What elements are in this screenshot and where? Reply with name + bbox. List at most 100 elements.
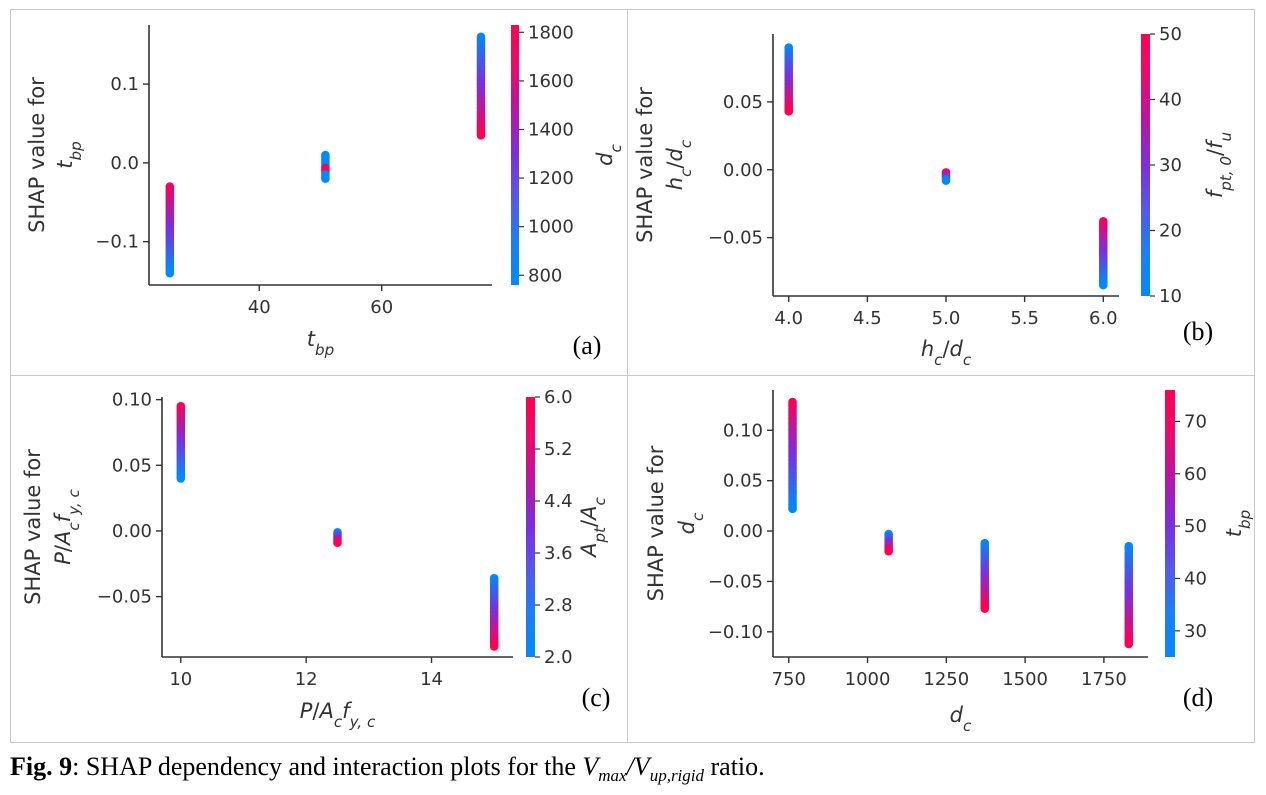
- panel-letter: (c): [582, 683, 611, 712]
- colorbar-label: Apt/Ac: [577, 496, 609, 558]
- y-tick-label: 0.1: [110, 74, 139, 95]
- colorbar-tick-label: 1000: [528, 217, 574, 238]
- point-cluster: [1124, 541, 1134, 649]
- colorbar-tick-label: 20: [1159, 221, 1182, 242]
- colorbar-tick-label: 70: [1184, 411, 1207, 432]
- x-tick-label: 40: [248, 297, 271, 318]
- colorbar-tick-label: 1200: [528, 168, 574, 189]
- y-tick-label: 0.10: [723, 420, 763, 441]
- colorbar-tick-label: 5.2: [544, 439, 573, 460]
- caption-text-after: ratio.: [704, 752, 765, 781]
- point-cluster: [941, 168, 951, 185]
- data-point: [784, 107, 794, 116]
- y-tick-label: −0.05: [708, 228, 763, 249]
- x-tick-label: 10: [169, 669, 192, 690]
- y-axis-label-line1: SHAP value for: [25, 77, 49, 233]
- y-tick-label: −0.05: [97, 587, 152, 608]
- x-tick-label: 750: [772, 669, 806, 690]
- y-tick-label: 0.05: [723, 92, 763, 113]
- y-tick-label: 0.10: [112, 390, 152, 411]
- panel-letter: (d): [1183, 683, 1213, 712]
- y-tick-label: −0.10: [708, 622, 763, 643]
- x-tick-label: 12: [295, 669, 318, 690]
- x-axis-label: dc: [950, 703, 972, 735]
- colorbar-tick-label: 60: [1184, 464, 1207, 485]
- x-axis-label: hc/dc: [921, 337, 972, 369]
- point-cluster: [321, 150, 330, 183]
- point-cluster: [489, 573, 499, 651]
- y-axis-label-line1: SHAP value for: [644, 445, 668, 601]
- colorbar-tick-label: 50: [1184, 516, 1207, 537]
- data-point: [165, 268, 175, 278]
- point-cluster: [333, 527, 342, 548]
- y-axis-label-line2: tbp: [53, 141, 85, 168]
- colorbar-label: tbp: [1222, 510, 1254, 537]
- panel-letter: (b): [1183, 317, 1213, 346]
- y-axis-label-line2: P/Acfy, c: [51, 489, 83, 565]
- data-point: [489, 642, 499, 651]
- x-tick-label: 4.5: [853, 308, 882, 329]
- colorbar-label: fpt, 0/fu: [1203, 132, 1235, 198]
- panel-frame: [10, 9, 1255, 743]
- x-tick-label: 60: [370, 297, 393, 318]
- figure-caption: Fig. 9: SHAP dependency and interaction …: [10, 752, 765, 786]
- colorbar-tick-label: 30: [1184, 621, 1207, 642]
- point-cluster: [784, 43, 794, 116]
- colorbar: [526, 397, 535, 657]
- x-tick-label: 5.5: [1010, 308, 1039, 329]
- data-point: [980, 604, 990, 613]
- colorbar-tick-label: 2.0: [544, 647, 573, 668]
- y-axis-label-line2: dc: [675, 512, 707, 534]
- x-tick-label: 1250: [923, 669, 969, 690]
- point-cluster: [476, 32, 486, 140]
- caption-text-before: : SHAP dependency and interaction plots …: [72, 752, 583, 781]
- data-point: [476, 131, 486, 140]
- colorbar: [511, 25, 519, 285]
- caption-label: Fig. 9: [10, 752, 73, 781]
- y-axis-label-line1: SHAP value for: [21, 449, 45, 605]
- colorbar-tick-label: 6.0: [544, 387, 573, 408]
- colorbar-tick-label: 1400: [528, 119, 574, 140]
- colorbar-tick-label: 1800: [528, 22, 574, 43]
- data-point: [1098, 280, 1108, 290]
- data-point: [176, 474, 186, 483]
- x-tick-label: 6.0: [1089, 308, 1118, 329]
- colorbar-label: dc: [593, 143, 625, 165]
- panel-c: −0.05 0.00 0.05 0.10 10 12 14 2.0 2.8 3.6 4.4 5.2 6.…: [21, 387, 610, 731]
- colorbar-tick-label: 40: [1159, 90, 1182, 111]
- colorbar-tick-label: 30: [1159, 155, 1182, 176]
- x-tick-label: 1750: [1081, 669, 1127, 690]
- x-tick-label: 5.0: [932, 308, 961, 329]
- data-point: [788, 504, 797, 514]
- panel-b: −0.05 0.00 0.05 4.0 4.5 5.0 5.5 6.0 10 20 30 40 50 hc…: [633, 24, 1235, 369]
- colorbar-tick-label: 50: [1159, 24, 1182, 45]
- y-axis-label-line2: hc/dc: [663, 139, 695, 190]
- data-point: [333, 538, 342, 548]
- x-tick-label: 1000: [845, 669, 891, 690]
- y-tick-label: −0.05: [708, 571, 763, 592]
- y-tick-label: 0.00: [723, 160, 763, 181]
- point-cluster: [176, 401, 186, 483]
- data-point: [1124, 639, 1134, 649]
- point-cluster: [884, 529, 893, 556]
- y-tick-label: 0.05: [723, 471, 763, 492]
- data-point: [321, 174, 330, 183]
- x-axis-label: tbp: [307, 327, 334, 359]
- x-tick-label: 1500: [1002, 669, 1048, 690]
- point-cluster: [788, 397, 797, 514]
- x-tick-label: 4.0: [774, 308, 803, 329]
- y-axis-label-line1: SHAP value for: [633, 87, 657, 243]
- panel-a: −0.1 0.0 0.1 40 60 800 1000 1200 1400 1600 1800 tbp…: [25, 22, 625, 360]
- colorbar-tick-label: 10: [1159, 286, 1182, 307]
- panel-d: −0.10 −0.05 0.00 0.05 0.10 750 1000 1250 1500 175…: [644, 390, 1254, 735]
- colorbar: [1141, 34, 1150, 296]
- data-point: [941, 176, 951, 185]
- colorbar: [1165, 390, 1175, 657]
- point-cluster: [980, 538, 990, 613]
- panel-letter: (a): [573, 331, 602, 360]
- colorbar-tick-label: 2.8: [544, 595, 573, 616]
- colorbar-tick-label: 40: [1184, 568, 1207, 589]
- data-point: [884, 546, 893, 556]
- colorbar-tick-label: 4.4: [544, 491, 573, 512]
